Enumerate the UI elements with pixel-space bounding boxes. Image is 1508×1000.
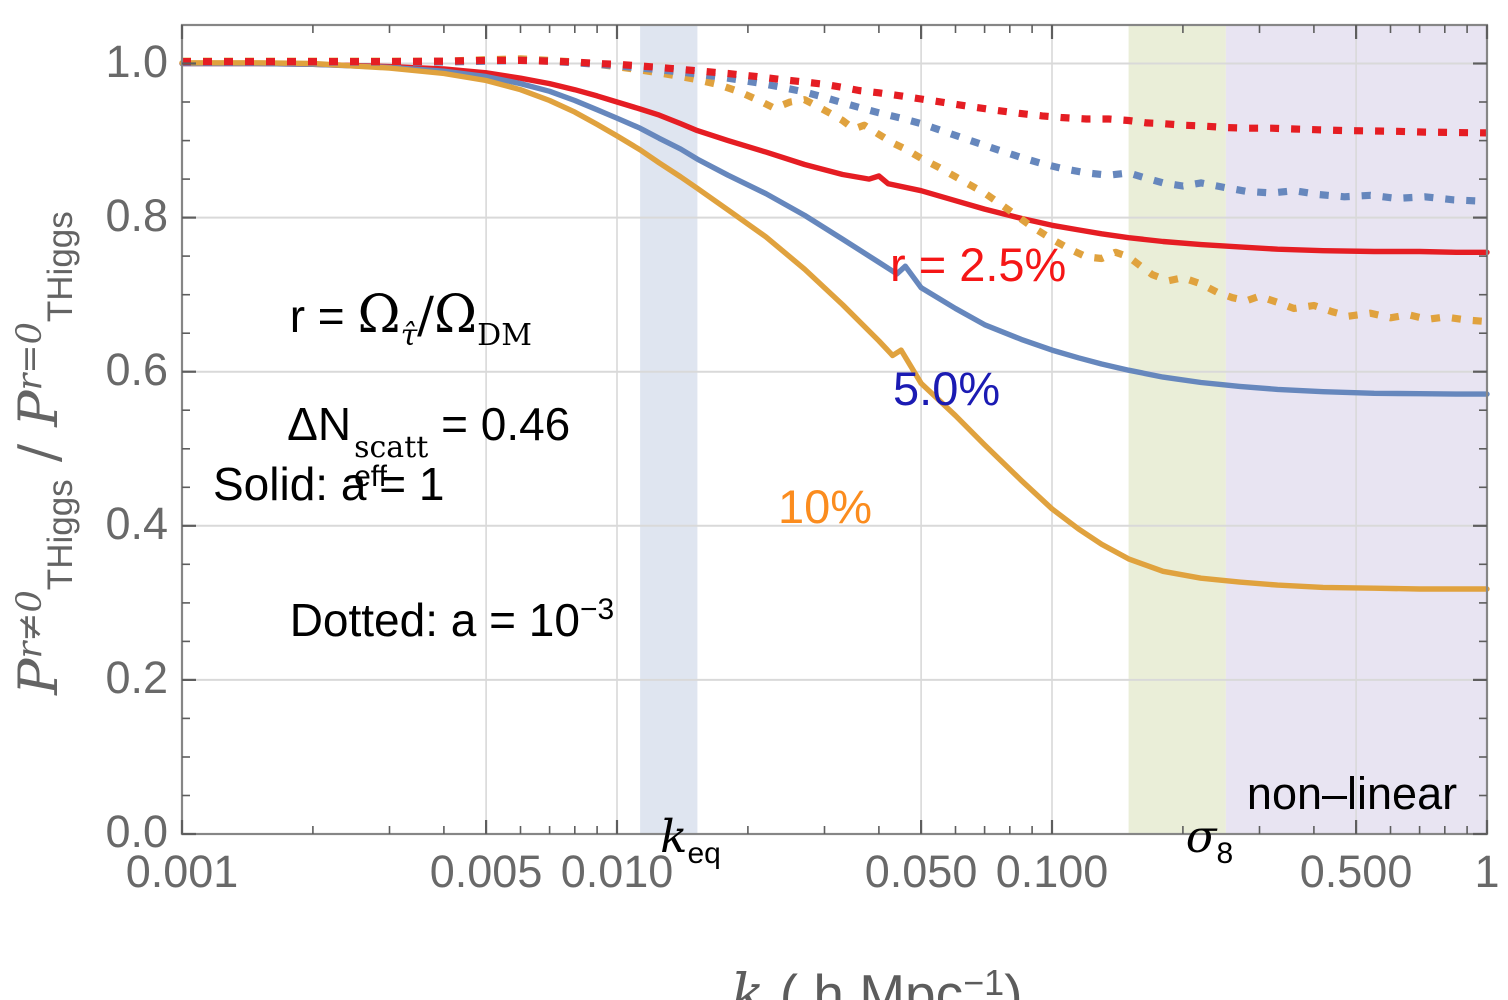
annotation-r-definition: r = Ωτ̂/ΩDM	[213, 240, 532, 400]
x-axis-label-close: )	[1004, 962, 1023, 1000]
x-tick-label: 0.005	[429, 846, 543, 897]
annotation-delta-neff: ΔN scatt eff = 0.46	[213, 352, 570, 540]
sigma8-subscript: 8	[1216, 837, 1234, 871]
sigma-symbol: σ	[1185, 810, 1217, 864]
y-axis-label-sup2: r=0	[9, 322, 50, 391]
delta-neff-subscript: eff	[354, 459, 387, 493]
y-axis-label-divider: /	[6, 426, 70, 480]
y-tick-label: 0.6	[105, 343, 168, 395]
y-tick-label: 1.0	[105, 35, 168, 87]
slash-symbol: /	[417, 286, 435, 345]
y-axis-label-sup1: r≠0	[9, 590, 50, 659]
tau-hat-subscript: τ̂	[400, 318, 418, 354]
annotation-dotted: Dotted: a = 10−3	[213, 546, 614, 693]
annotation-r-eq: r =	[289, 290, 358, 343]
x-axis-label-exponent: −1	[963, 961, 1005, 1000]
y-axis-label-p2: P	[6, 390, 70, 427]
x-tick-label: 0.001	[125, 846, 239, 897]
annotation-dotted-main: Dotted: a = 10	[289, 594, 580, 647]
curve-label-r50: 5.0%	[893, 362, 1001, 415]
x-tick-label: 0.010	[560, 846, 674, 897]
y-tick-label: 0.8	[105, 189, 168, 241]
y-tick-label: 0.4	[105, 497, 168, 549]
band-label-keq: keq	[585, 766, 721, 917]
delta-neff-subsup: scatt eff	[354, 430, 429, 493]
band-label-sigma8: σ8	[1111, 766, 1233, 917]
x-axis-label-unit: ( h Mpc	[764, 962, 964, 1000]
annotation-dotted-exponent: −3	[579, 593, 615, 627]
x-axis-label-k: k	[731, 961, 765, 1000]
dm-subscript: DM	[477, 318, 532, 354]
curve-label-r10: 10%	[778, 480, 873, 533]
band-label-nonlinear: non–linear	[1246, 768, 1458, 819]
x-tick-label: 0.050	[864, 846, 978, 897]
delta-neff-value: = 0.46	[428, 398, 571, 451]
x-tick-label: 0.100	[995, 846, 1109, 897]
x-tick-label: 1	[1474, 846, 1500, 897]
omega-symbol: Ω	[434, 285, 478, 346]
x-tick-label: 0.500	[1299, 846, 1413, 897]
y-tick-label: 0.0	[105, 806, 168, 857]
delta-neff-superscript: scatt	[354, 430, 429, 466]
x-axis-label: k ( h Mpc−1)	[639, 906, 1022, 1000]
y-tick-label: 0.2	[105, 651, 168, 703]
curve-label-r25: r = 2.5%	[890, 238, 1067, 291]
omega-symbol: Ω	[357, 285, 401, 346]
delta-neff-main: ΔN	[287, 398, 352, 451]
keq-symbol: k	[660, 810, 688, 864]
keq-subscript: eq	[687, 837, 721, 871]
annotation-solid: Solid: a = 1	[213, 458, 445, 510]
